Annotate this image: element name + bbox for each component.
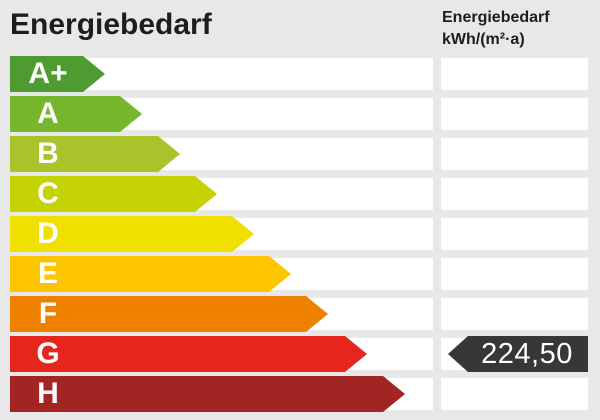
value-column-row-a	[441, 98, 588, 130]
value-column-row-e	[441, 258, 588, 290]
value-column-row-f	[441, 298, 588, 330]
band-label: B	[37, 137, 59, 170]
band-label: A+	[28, 57, 68, 90]
band-arrow-b: B	[10, 136, 180, 172]
unit-header-line1: Energiebedarf	[442, 9, 550, 26]
value-column-row-h	[441, 378, 588, 410]
band-label: H	[37, 377, 59, 410]
unit-header: Energiebedarf kWh/(m²·a)	[442, 7, 550, 51]
band-arrow-f: F	[10, 296, 328, 332]
unit-header-line2: kWh/(m²·a)	[442, 31, 525, 48]
value-column-row-b	[441, 138, 588, 170]
band-label: E	[37, 257, 58, 290]
band-arrow-e: E	[10, 256, 291, 292]
band-label: F	[38, 297, 58, 330]
band-arrow-d: D	[10, 216, 254, 252]
band-arrow-c: C	[10, 176, 217, 212]
band-label: D	[37, 217, 59, 250]
band-label: C	[37, 177, 59, 210]
band-label: A	[37, 97, 59, 130]
value-tag: 224,50	[448, 336, 588, 372]
value-column-row-a-plus	[441, 58, 588, 90]
band-arrow-a-plus: A+	[10, 56, 105, 92]
band-label: G	[36, 337, 60, 370]
band-arrow-h: H	[10, 376, 405, 412]
value-column-row-d	[441, 218, 588, 250]
page-title: Energiebedarf	[10, 8, 212, 41]
value-column-row-c	[441, 178, 588, 210]
band-arrow-a: A	[10, 96, 142, 132]
band-arrow-g: G	[10, 336, 367, 372]
